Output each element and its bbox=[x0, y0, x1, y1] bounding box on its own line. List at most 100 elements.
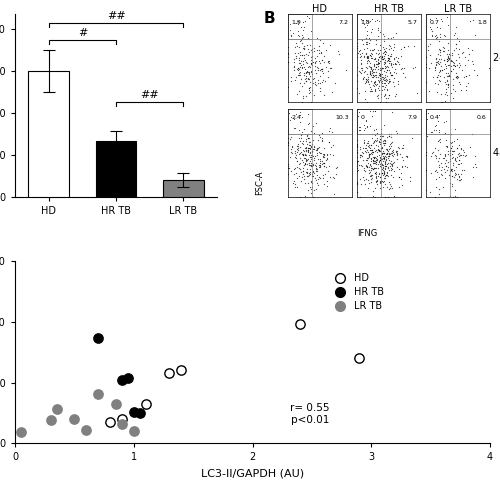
Point bbox=[370, 66, 378, 73]
Point bbox=[434, 143, 442, 150]
Point bbox=[444, 52, 452, 60]
Point bbox=[296, 66, 304, 73]
Point bbox=[328, 120, 336, 127]
Point bbox=[290, 79, 298, 87]
Point bbox=[380, 139, 388, 147]
Point bbox=[374, 134, 382, 141]
Point bbox=[382, 163, 390, 171]
Point bbox=[450, 65, 458, 72]
Point bbox=[382, 60, 390, 68]
Point bbox=[310, 134, 318, 142]
Point bbox=[370, 50, 378, 58]
Point bbox=[362, 28, 370, 36]
Point bbox=[319, 151, 327, 159]
Point bbox=[371, 44, 379, 52]
Point bbox=[454, 157, 462, 164]
Point bbox=[452, 62, 460, 69]
Point bbox=[307, 150, 315, 158]
Point bbox=[353, 38, 361, 45]
Point bbox=[294, 128, 302, 135]
Point bbox=[437, 186, 445, 194]
Point bbox=[366, 71, 374, 79]
Point bbox=[305, 154, 313, 162]
Point bbox=[325, 46, 333, 54]
Point bbox=[366, 141, 374, 149]
HR TB bbox=[94, 334, 102, 341]
Point bbox=[302, 149, 310, 157]
Point bbox=[285, 152, 293, 160]
Point bbox=[386, 54, 394, 62]
Point bbox=[366, 173, 374, 180]
Point bbox=[370, 62, 378, 70]
Point bbox=[384, 142, 392, 150]
Point bbox=[378, 165, 386, 173]
Point bbox=[422, 73, 430, 80]
Point bbox=[368, 141, 376, 148]
Point bbox=[429, 40, 437, 48]
Point bbox=[381, 65, 389, 73]
Point bbox=[374, 41, 382, 49]
Point bbox=[379, 161, 387, 169]
Point bbox=[453, 50, 461, 58]
Point bbox=[285, 175, 293, 183]
Point bbox=[383, 64, 391, 71]
Point bbox=[374, 46, 382, 54]
Point bbox=[294, 187, 302, 195]
Point bbox=[442, 159, 450, 167]
Point bbox=[450, 53, 458, 60]
Point bbox=[312, 150, 320, 158]
Point bbox=[455, 144, 463, 152]
Point bbox=[291, 184, 299, 191]
Point bbox=[307, 83, 315, 91]
Point bbox=[386, 177, 394, 185]
Point bbox=[380, 174, 388, 182]
Point bbox=[384, 86, 392, 94]
Point bbox=[442, 149, 450, 157]
Point bbox=[381, 61, 389, 68]
Point bbox=[368, 157, 376, 165]
Point bbox=[371, 62, 379, 69]
Point bbox=[305, 161, 313, 169]
Point bbox=[386, 70, 394, 78]
Point bbox=[459, 67, 467, 75]
Point bbox=[372, 154, 380, 161]
Point bbox=[362, 34, 370, 42]
Point bbox=[448, 133, 456, 140]
Point bbox=[386, 131, 394, 138]
Point bbox=[360, 107, 368, 115]
Point bbox=[380, 153, 388, 161]
Point bbox=[370, 109, 378, 117]
Point bbox=[372, 74, 380, 81]
Point bbox=[422, 174, 430, 181]
Point bbox=[448, 67, 456, 75]
Point bbox=[376, 182, 384, 189]
Point bbox=[434, 59, 442, 67]
Point bbox=[370, 39, 378, 47]
Point bbox=[312, 52, 320, 60]
Point bbox=[369, 81, 377, 89]
Point bbox=[372, 146, 380, 154]
Point bbox=[383, 157, 391, 164]
Point bbox=[306, 153, 314, 161]
Point bbox=[456, 181, 464, 189]
Point bbox=[320, 57, 328, 65]
Point bbox=[378, 137, 386, 145]
Point bbox=[460, 77, 468, 84]
Point bbox=[386, 173, 394, 180]
Point bbox=[446, 74, 454, 82]
Point bbox=[369, 35, 377, 42]
Point bbox=[311, 89, 319, 96]
Point bbox=[468, 176, 476, 184]
Point bbox=[316, 193, 324, 201]
Point bbox=[392, 60, 400, 68]
Point bbox=[398, 91, 406, 99]
Point bbox=[438, 65, 446, 72]
Point bbox=[427, 27, 435, 35]
Point bbox=[378, 71, 386, 79]
Point bbox=[388, 137, 396, 145]
Point bbox=[428, 120, 436, 127]
Point bbox=[457, 193, 465, 201]
Point bbox=[311, 148, 319, 156]
Point bbox=[353, 156, 361, 164]
Point bbox=[362, 50, 370, 58]
